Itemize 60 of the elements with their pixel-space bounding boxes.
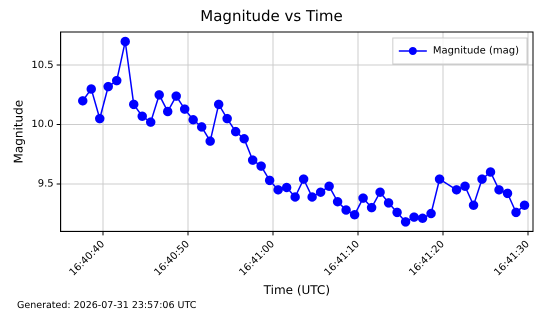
point bbox=[350, 210, 360, 220]
point bbox=[282, 182, 292, 192]
point bbox=[222, 114, 232, 124]
point bbox=[137, 112, 147, 121]
point bbox=[392, 208, 402, 218]
point bbox=[477, 174, 487, 184]
point bbox=[256, 161, 266, 171]
point bbox=[460, 182, 470, 192]
point bbox=[290, 192, 300, 202]
point bbox=[188, 115, 198, 125]
point bbox=[511, 208, 521, 218]
point bbox=[366, 202, 376, 212]
point bbox=[264, 176, 274, 186]
point bbox=[273, 185, 283, 195]
point bbox=[468, 200, 478, 210]
text: Generated: 2026-07-31 23:57:06 UTC bbox=[17, 300, 197, 311]
y-axis-title: Magnitude bbox=[11, 100, 26, 164]
point bbox=[332, 196, 342, 206]
point bbox=[316, 187, 326, 197]
point bbox=[86, 84, 96, 94]
point bbox=[434, 174, 444, 184]
point bbox=[520, 200, 530, 210]
point bbox=[418, 214, 428, 224]
point bbox=[341, 205, 351, 215]
point bbox=[205, 136, 215, 146]
point bbox=[494, 185, 504, 195]
point bbox=[502, 188, 512, 198]
point bbox=[230, 126, 240, 136]
point bbox=[248, 155, 258, 165]
point bbox=[103, 82, 113, 92]
point bbox=[426, 208, 436, 218]
point bbox=[128, 100, 138, 110]
point bbox=[307, 192, 317, 202]
point bbox=[400, 217, 410, 227]
y-tick-label: 9.5 bbox=[38, 178, 54, 190]
point bbox=[196, 122, 206, 132]
point bbox=[78, 96, 88, 106]
x-axis-title: Time (UTC) bbox=[262, 282, 330, 297]
point bbox=[324, 182, 334, 192]
point bbox=[239, 134, 249, 144]
chart-title: Magnitude vs Time bbox=[200, 6, 343, 25]
point bbox=[452, 185, 462, 195]
y-tick-label: 10.0 bbox=[31, 119, 54, 130]
y-tick-label: 10.5 bbox=[31, 60, 54, 71]
point bbox=[112, 76, 122, 86]
point bbox=[154, 90, 164, 100]
point bbox=[162, 106, 172, 116]
point bbox=[146, 117, 156, 127]
point bbox=[95, 114, 104, 124]
point bbox=[409, 212, 419, 222]
point bbox=[384, 198, 394, 208]
point bbox=[171, 91, 181, 101]
point bbox=[180, 104, 190, 114]
point bbox=[214, 100, 224, 110]
point bbox=[486, 167, 496, 177]
point bbox=[358, 193, 368, 203]
point bbox=[120, 36, 130, 46]
point bbox=[375, 187, 385, 197]
legend-label: Magnitude (mag) bbox=[432, 46, 520, 57]
point bbox=[298, 174, 308, 184]
